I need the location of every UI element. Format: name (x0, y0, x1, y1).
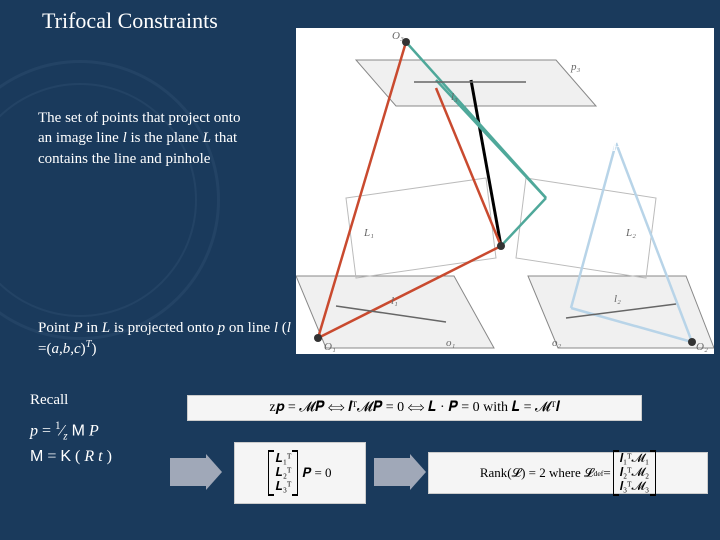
label-L1: L₁ (363, 227, 374, 239)
formula-rank: Rank(𝓛) = 2 where 𝓛 def= 𝒍₁ᵀ𝓜₁ 𝒍₂ᵀ𝓜₂ 𝒍₃ᵀ… (428, 452, 708, 494)
label-L2: L₂ (625, 227, 636, 239)
formula-matrix-P: 𝑳₁ᵀ 𝑳₂ᵀ 𝑳₃ᵀ 𝑷 = 0 (234, 442, 366, 504)
slide-title: Trifocal Constraints (42, 8, 218, 34)
arrow-1 (170, 458, 206, 486)
label-o2s: o₂ (552, 337, 562, 349)
equation-p: p = 1⁄z M P (30, 420, 99, 443)
label-o1s: o₁ (446, 337, 456, 349)
equation-M: M = K ( R t ) (30, 448, 112, 466)
label-l3: l₃ (451, 91, 458, 103)
label-l1: l₁ (391, 295, 398, 307)
label-O1: O₁ (324, 341, 336, 353)
label-l2: l₂ (614, 293, 621, 305)
trifocal-diagram: O₃ p₃ l₃ L₁ L₂ l₁ l₂ O₁ O₂ o₁ o₂ (296, 28, 714, 354)
formula-equivalence: z𝒑 = 𝓜𝑷 ⟺ 𝒍ᵀ𝓜𝑷 = 0 ⟺ 𝑳 · 𝑷 = 0 with 𝑳 = … (187, 395, 642, 421)
label-p3: p₃ (570, 61, 581, 73)
label-P: P (612, 138, 622, 156)
paragraph-1: The set of points that project onto an i… (38, 108, 258, 169)
watermark-seal (0, 60, 220, 340)
label-O3: O₃ (392, 30, 404, 42)
recall-label: Recall (30, 392, 68, 409)
label-O2: O₂ (696, 341, 708, 353)
paragraph-2: Point P in L is projected onto p on line… (38, 318, 298, 360)
arrow-2 (374, 458, 410, 486)
